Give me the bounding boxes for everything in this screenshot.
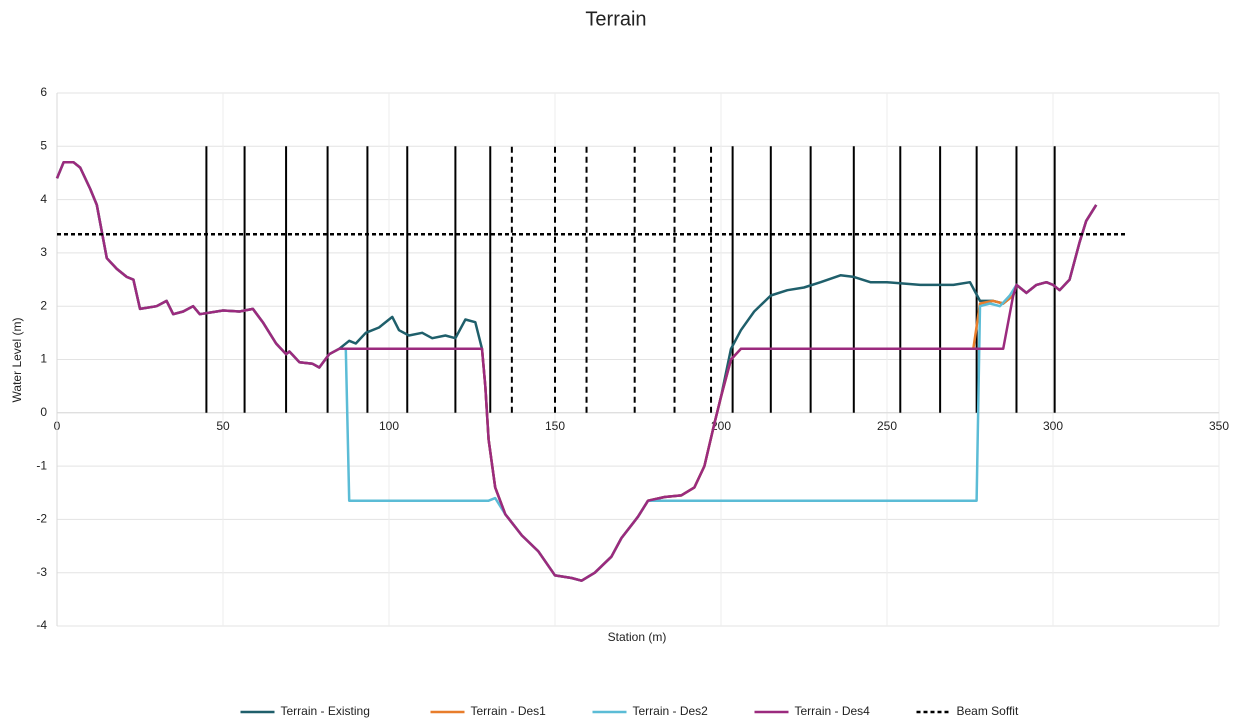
legend-label: Terrain - Des1 bbox=[471, 704, 547, 718]
y-tick-label: -3 bbox=[36, 565, 47, 579]
x-axis-label: Station (m) bbox=[608, 630, 667, 644]
y-tick-label: 1 bbox=[40, 352, 47, 366]
y-tick-label: 4 bbox=[40, 192, 47, 206]
series-line bbox=[55, 161, 1098, 582]
x-tick-label: 250 bbox=[877, 419, 897, 433]
y-tick-label: -1 bbox=[36, 458, 47, 472]
y-tick-label: -2 bbox=[36, 512, 47, 526]
y-tick-label: 5 bbox=[40, 138, 47, 152]
y-tick-label: 0 bbox=[40, 405, 47, 419]
chart-title: Terrain bbox=[585, 8, 646, 30]
legend-label: Beam Soffit bbox=[957, 704, 1019, 718]
legend-label: Terrain - Des4 bbox=[795, 704, 871, 718]
y-tick-label: 2 bbox=[40, 298, 47, 312]
x-tick-label: 50 bbox=[216, 419, 230, 433]
legend-label: Terrain - Existing bbox=[281, 704, 370, 718]
y-tick-label: -4 bbox=[36, 618, 47, 632]
y-axis-label: Water Level (m) bbox=[10, 318, 24, 403]
x-tick-label: 300 bbox=[1043, 419, 1063, 433]
x-tick-label: 200 bbox=[711, 419, 731, 433]
x-tick-label: 100 bbox=[379, 419, 399, 433]
x-tick-label: 350 bbox=[1209, 419, 1229, 433]
y-tick-label: 3 bbox=[40, 245, 47, 259]
legend-label: Terrain - Des2 bbox=[633, 704, 709, 718]
x-tick-label: 150 bbox=[545, 419, 565, 433]
legend: Terrain - Existing Terrain - Des1 Terrain … bbox=[240, 704, 1019, 718]
y-tick-label: 6 bbox=[40, 85, 47, 99]
